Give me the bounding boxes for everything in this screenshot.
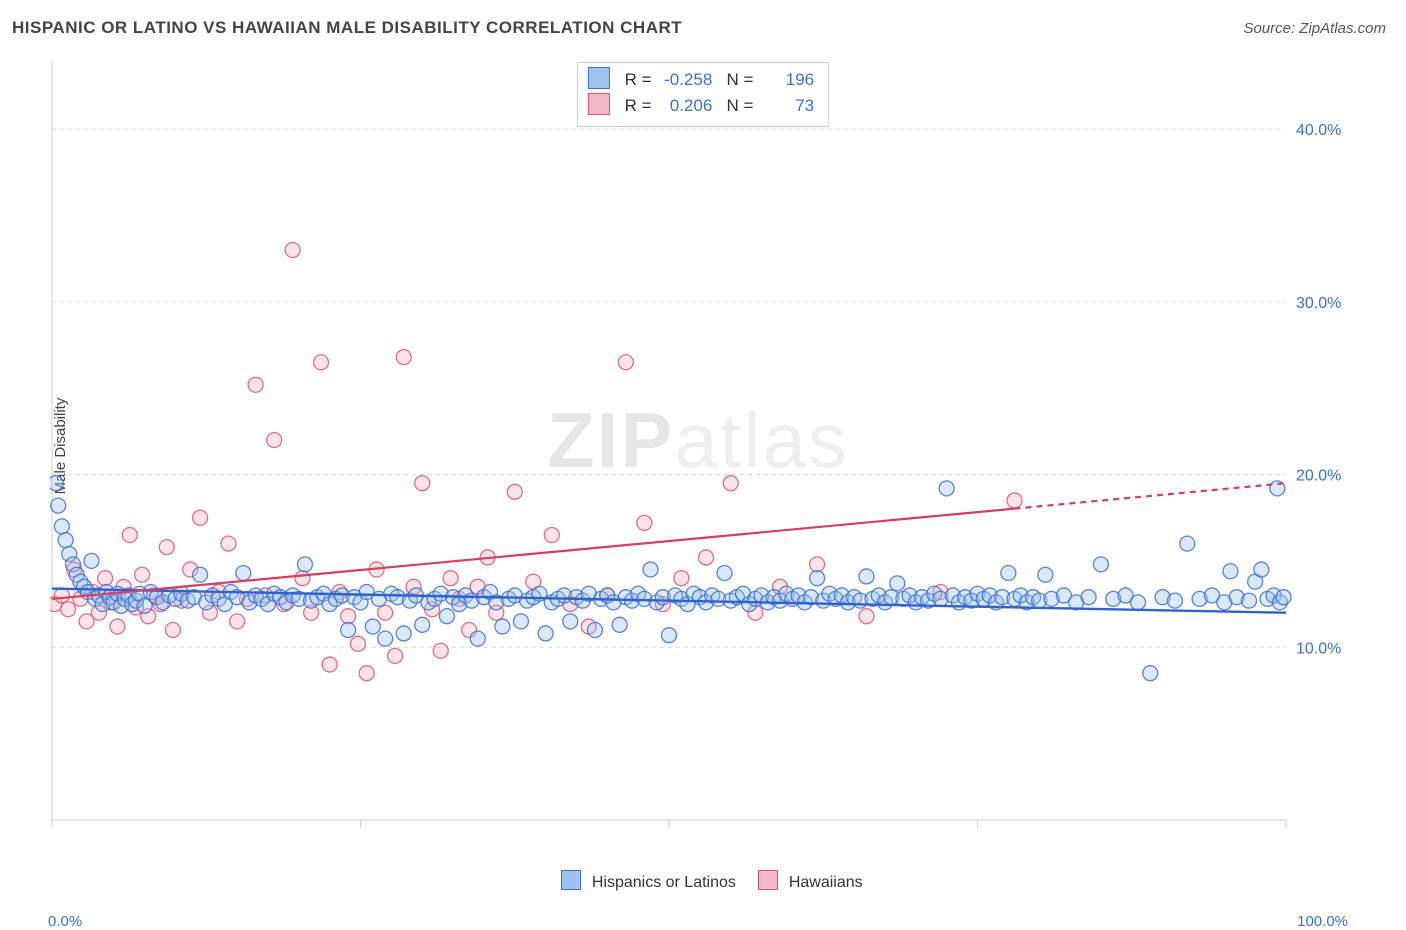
bottom-legend: Hispanics or Latinos Hawaiians: [0, 870, 1406, 892]
source-label: Source: ZipAtlas.com: [1243, 20, 1386, 37]
scatter-chart: 10.0% 20.0% 30.0% 40.0%: [50, 58, 1346, 838]
legend-swatch-hispanics-bottom: [561, 870, 581, 890]
x-tick-max: 100.0%: [1297, 913, 1348, 930]
legend-swatch-hawaiians-bottom: [758, 870, 778, 890]
n-value-hispanics: 196: [758, 67, 814, 93]
svg-text:10.0%: 10.0%: [1296, 640, 1341, 657]
svg-text:30.0%: 30.0%: [1296, 295, 1341, 312]
legend-row-hawaiians: R = 0.206 N = 73: [588, 93, 814, 119]
chart-title: HISPANIC OR LATINO VS HAWAIIAN MALE DISA…: [12, 18, 682, 37]
r-value-hawaiians: 0.206: [656, 93, 712, 119]
r-value-hispanics: -0.258: [656, 67, 712, 93]
stats-legend: R = -0.258 N = 196 R = 0.206 N = 73: [577, 62, 829, 127]
n-value-hawaiians: 73: [758, 93, 814, 119]
legend-swatch-hawaiians: [588, 93, 610, 115]
legend-row-hispanics: R = -0.258 N = 196: [588, 67, 814, 93]
legend-label-hawaiians: Hawaiians: [789, 874, 863, 891]
svg-text:20.0%: 20.0%: [1296, 468, 1341, 485]
header: HISPANIC OR LATINO VS HAWAIIAN MALE DISA…: [12, 18, 1394, 48]
x-tick-min: 0.0%: [48, 913, 82, 930]
svg-text:40.0%: 40.0%: [1296, 122, 1341, 139]
legend-swatch-hispanics: [588, 67, 610, 89]
legend-label-hispanics: Hispanics or Latinos: [592, 874, 736, 891]
plot-area: 10.0%20.0%30.0%40.0% ZIPatlas: [50, 58, 1346, 838]
